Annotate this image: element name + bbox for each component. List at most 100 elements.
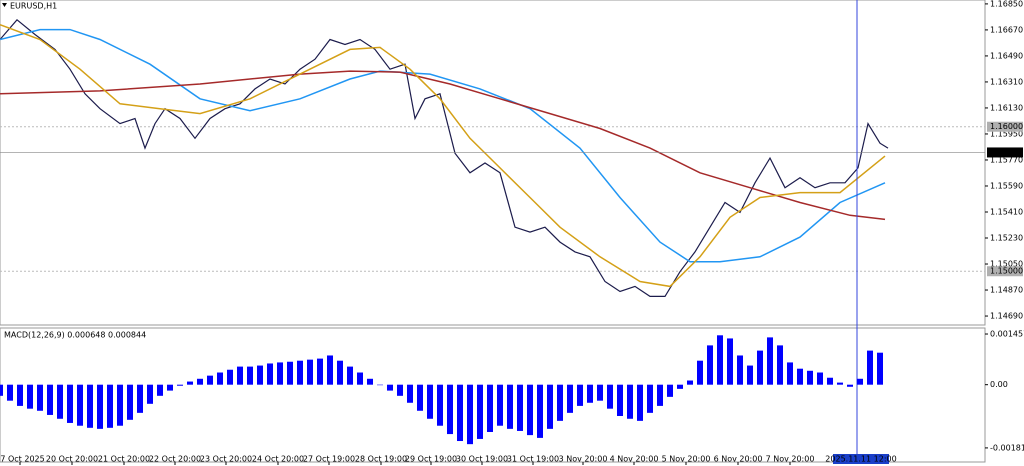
macd-bar (567, 384, 573, 413)
macd-bar (57, 384, 63, 419)
macd-bar (207, 375, 213, 385)
macd-bar (437, 384, 443, 426)
y-tick-label: 1.15950 (990, 129, 1023, 138)
macd-bar (727, 338, 733, 385)
x-tick-label: 17 Oct 2025 (0, 455, 45, 464)
macd-bar (797, 368, 803, 385)
y-tick-label: 1.16490 (990, 51, 1023, 60)
macd-bar (627, 384, 633, 419)
macd-bar (137, 384, 143, 413)
macd-bar (507, 384, 513, 429)
macd-bar (447, 384, 453, 435)
macd-bar (77, 384, 83, 426)
macd-bar (327, 355, 333, 385)
price-line (0, 23, 886, 288)
macd-bar (867, 350, 873, 385)
macd-bar (667, 384, 673, 397)
macd-bar (157, 384, 163, 396)
macd-bar (417, 384, 423, 411)
y-tick-label: 1.16850 (990, 0, 1023, 8)
macd-bar (467, 384, 473, 445)
x-tick-label: 24 Oct 20:00 (252, 455, 304, 464)
macd-bar (577, 384, 583, 406)
macd-bar (307, 359, 313, 385)
macd-bar (687, 380, 693, 385)
macd-bar (497, 384, 503, 426)
macd-bar (47, 384, 53, 415)
dropdown-icon (2, 3, 7, 7)
macd-bar (617, 384, 623, 416)
macd-bar (147, 384, 153, 404)
macd-bar (847, 384, 853, 387)
x-tick-label: 29 Oct 19:00 (405, 455, 457, 464)
macd-bar (637, 384, 643, 421)
macd-bar (277, 362, 283, 385)
y-tick-label: 1.16310 (990, 77, 1023, 86)
macd-bar (347, 366, 353, 385)
y-tick-label: 1.15590 (990, 181, 1023, 190)
macd-bar (97, 384, 103, 429)
macd-bar (457, 384, 463, 442)
level-box (987, 266, 1023, 277)
macd-bar (477, 384, 483, 439)
macd-bar (697, 360, 703, 385)
cursor-label: 2025.11.11 12:00 (825, 455, 896, 464)
y-tick-label: 1.15050 (990, 260, 1023, 269)
macd-bar (287, 361, 293, 385)
macd-bar (827, 377, 833, 385)
x-tick-label: 30 Oct 19:00 (456, 455, 508, 464)
macd-bar (247, 366, 253, 385)
macd-bar (227, 369, 233, 385)
macd-bar (657, 384, 663, 406)
macd-bar (37, 384, 43, 411)
macd-bar (787, 362, 793, 385)
macd-title: MACD(12,26,9) 0.000648 0.000844 (4, 331, 146, 340)
macd-bar (777, 345, 783, 385)
macd-bar (717, 335, 723, 385)
macd-bar (117, 384, 123, 426)
current-price-label: 1.15822 (990, 148, 1023, 157)
chart-title: EURUSD,H1 (10, 2, 57, 11)
macd-bar (107, 384, 113, 428)
macd-bar (27, 384, 33, 409)
x-tick-label: 20 Oct 20:00 (46, 455, 98, 464)
cursor-box (833, 454, 889, 464)
macd-bar (647, 384, 653, 413)
level-label: 1.15000 (990, 267, 1023, 276)
macd-bar (337, 360, 343, 385)
y-tick-label: 1.15230 (990, 234, 1023, 243)
macd-bar (587, 384, 593, 403)
macd-bar (807, 370, 813, 385)
macd-bar (677, 384, 683, 389)
macd-bar (817, 372, 823, 385)
macd-bar (857, 378, 863, 385)
macd-bar (377, 384, 383, 386)
x-tick-label: 6 Nov 20:00 (714, 455, 763, 464)
macd-bar (397, 384, 403, 396)
x-tick-label: 27 Oct 19:00 (303, 455, 355, 464)
macd-bar (527, 384, 533, 436)
macd-bar (267, 363, 273, 385)
macd-bar (517, 384, 523, 431)
macd-bar (607, 384, 613, 409)
y-tick-label: 1.16670 (990, 25, 1023, 34)
x-tick-label: 23 Oct 20:00 (200, 455, 252, 464)
macd-bar (7, 384, 13, 401)
macd-bar (557, 384, 563, 421)
macd-bar (17, 384, 23, 406)
macd-bar (167, 384, 173, 391)
macd-bar (187, 381, 193, 385)
macd-bar (737, 355, 743, 385)
y-tick-label: 0.00 (990, 380, 1008, 389)
macd-bar (747, 365, 753, 385)
x-tick-label: 21 Oct 20:00 (98, 455, 150, 464)
macd-bar (877, 352, 883, 385)
macd-bar (317, 358, 323, 385)
y-tick-label: 0.001457 (990, 330, 1024, 339)
current-price-box (987, 147, 1023, 158)
y-tick-label: -0.001818 (990, 443, 1024, 452)
x-tick-label: 3 Nov 20:00 (559, 455, 608, 464)
macd-bar (387, 384, 393, 391)
y-tick-label: 1.16130 (990, 103, 1023, 112)
